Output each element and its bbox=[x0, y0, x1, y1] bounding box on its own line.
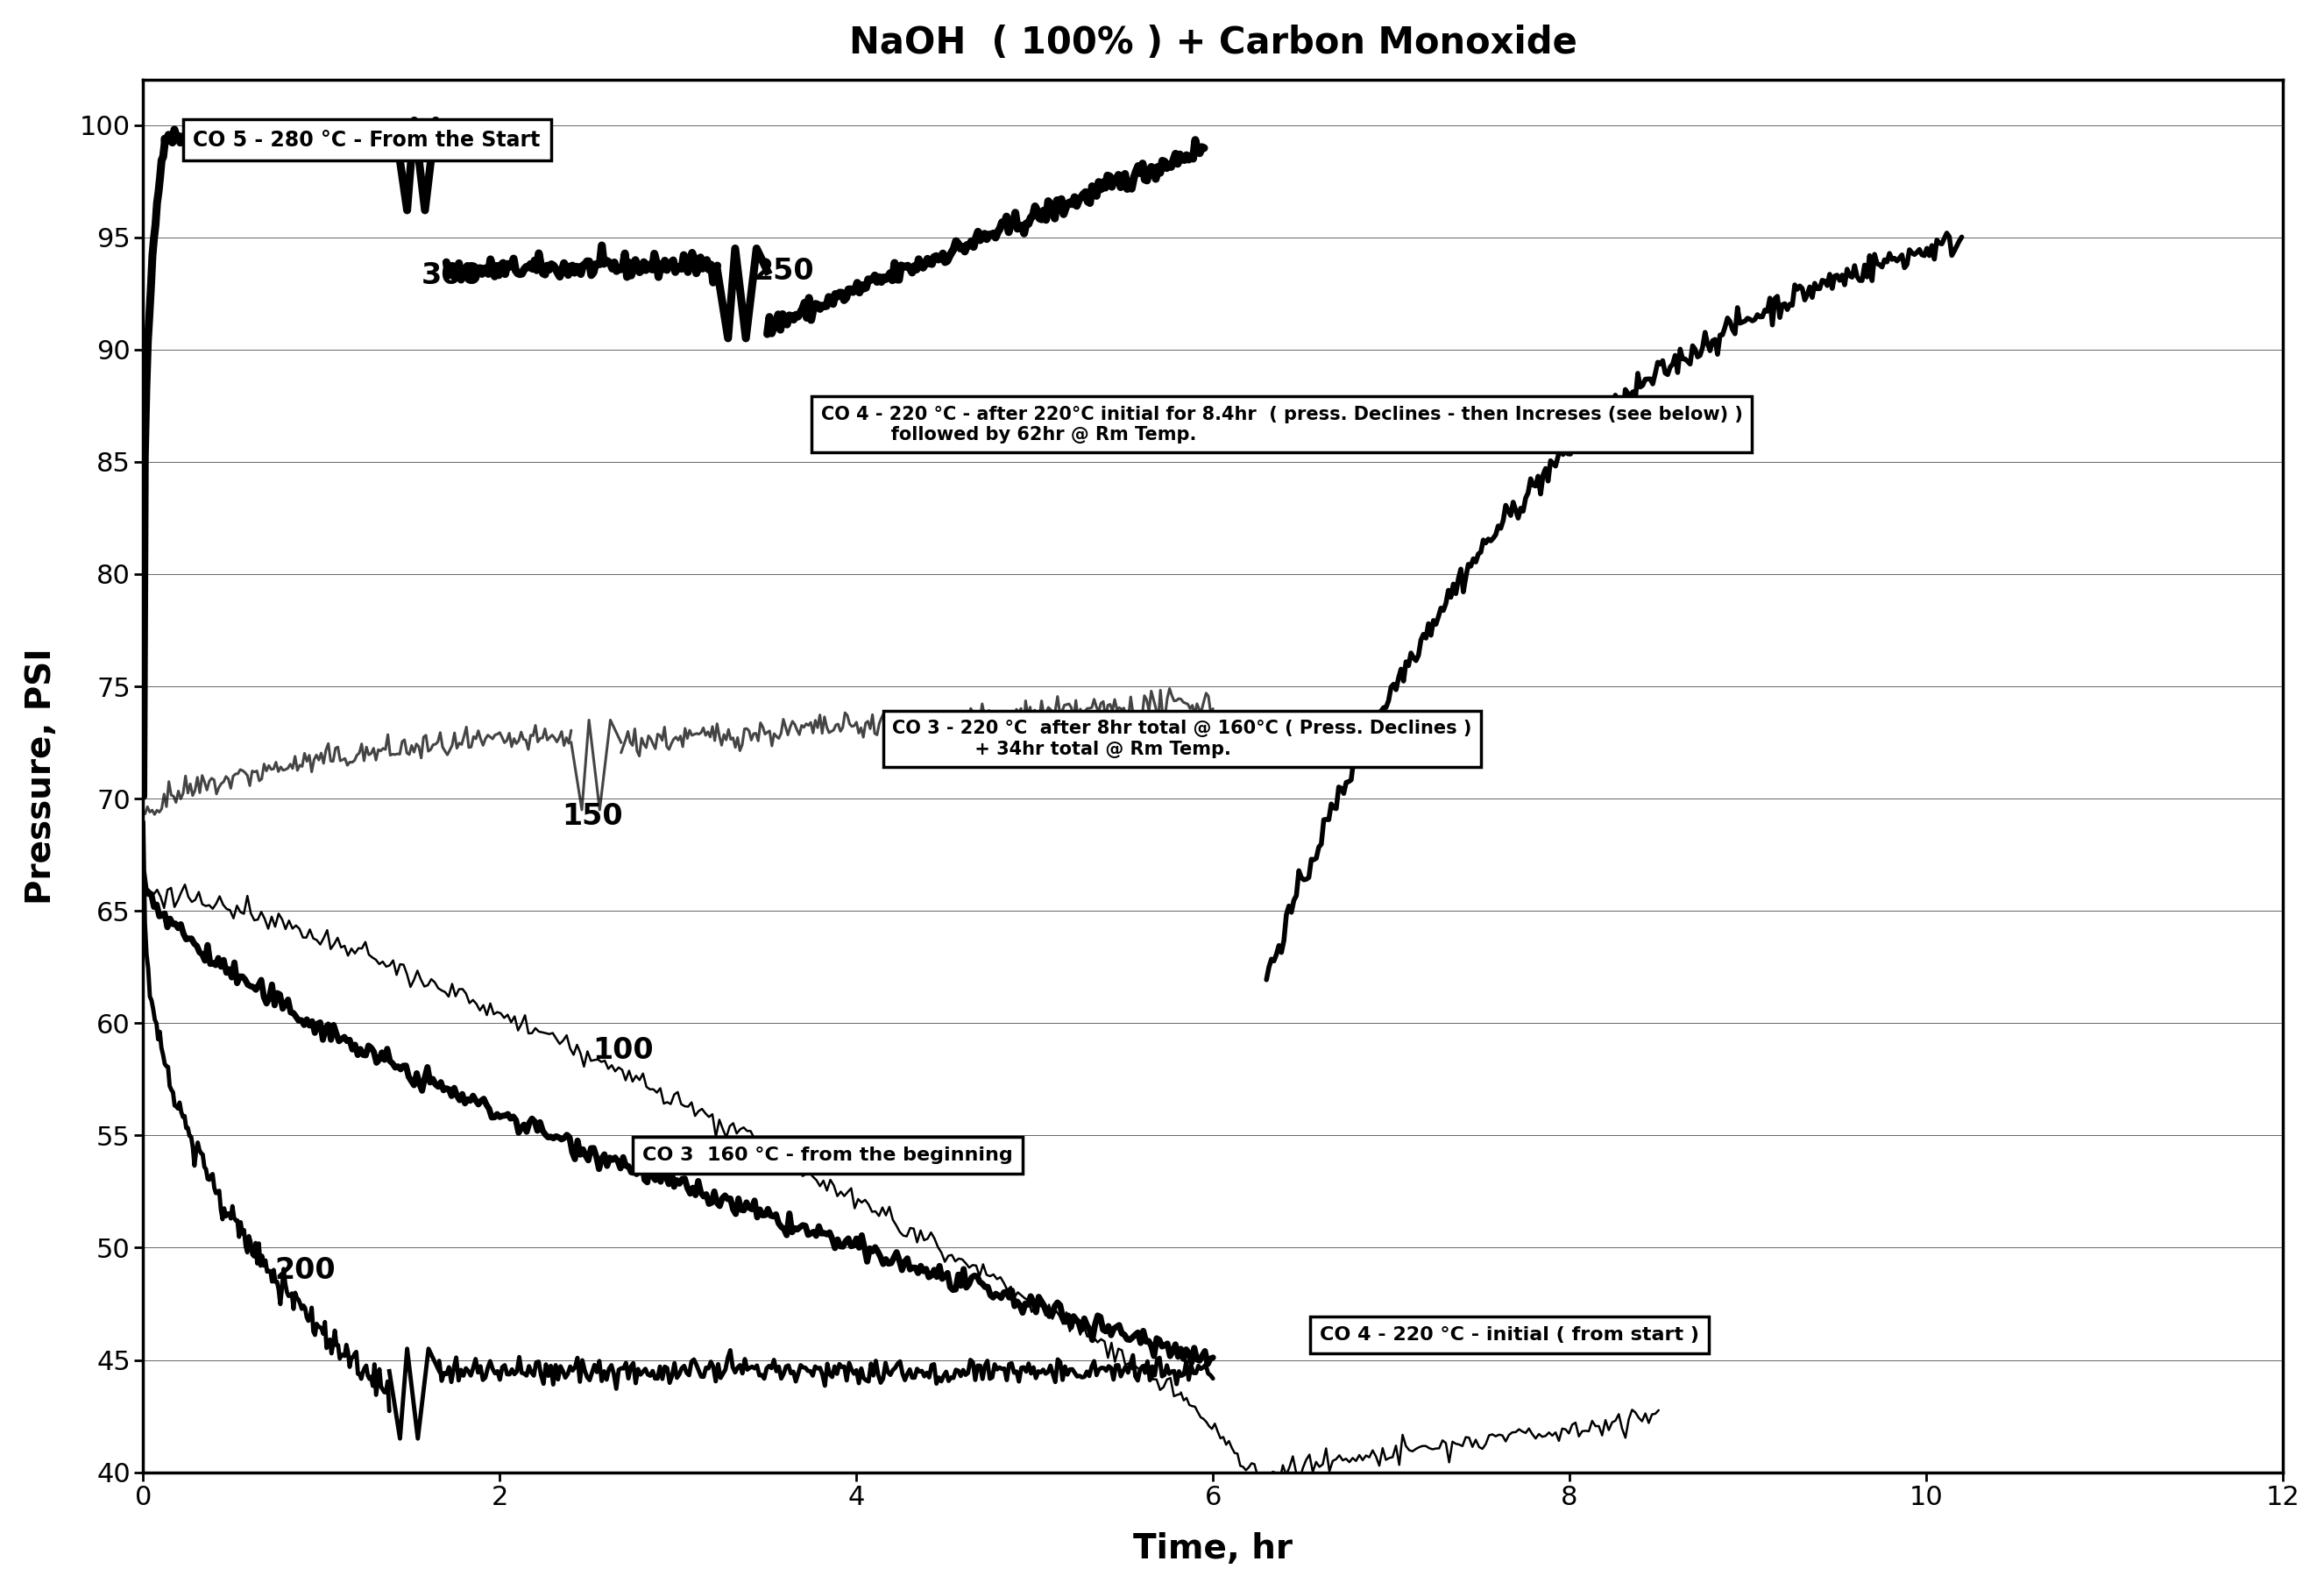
X-axis label: Time, hr: Time, hr bbox=[1134, 1533, 1292, 1566]
Text: 200: 200 bbox=[274, 1256, 335, 1285]
Text: 150: 150 bbox=[562, 801, 623, 832]
Text: 300: 300 bbox=[421, 261, 483, 289]
Text: CO 4 - 220 °C - after 220°C initial for 8.4hr  ( press. Declines - then Increses: CO 4 - 220 °C - after 220°C initial for … bbox=[820, 405, 1743, 444]
Text: CO 5 - 280 °C - From the Start: CO 5 - 280 °C - From the Start bbox=[193, 129, 541, 151]
Title: NaOH  ( 100% ) + Carbon Monoxide: NaOH ( 100% ) + Carbon Monoxide bbox=[848, 24, 1578, 60]
Text: 100: 100 bbox=[593, 1035, 653, 1065]
Y-axis label: Pressure, PSI: Pressure, PSI bbox=[23, 647, 58, 905]
Text: CO 4 - 220 °C - initial ( from start ): CO 4 - 220 °C - initial ( from start ) bbox=[1320, 1326, 1699, 1344]
Text: CO 3 - 220 °C  after 8hr total @ 160°C ( Press. Declines )
             + 34hr t: CO 3 - 220 °C after 8hr total @ 160°C ( … bbox=[892, 720, 1471, 758]
Text: CO 3  160 °C - from the beginning: CO 3 160 °C - from the beginning bbox=[641, 1146, 1013, 1164]
Text: 250: 250 bbox=[753, 256, 813, 285]
